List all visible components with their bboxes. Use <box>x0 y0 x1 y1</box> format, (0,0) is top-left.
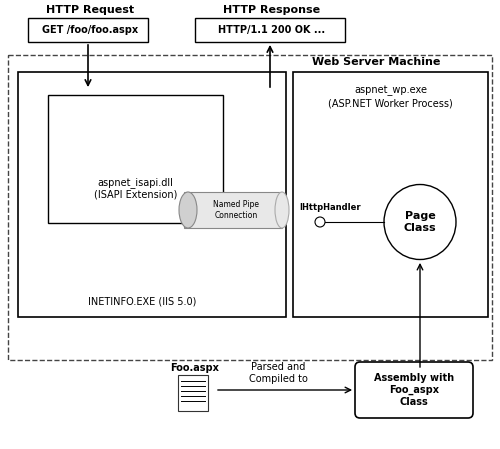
Text: IHttpHandler: IHttpHandler <box>299 203 361 212</box>
Text: Assembly with
Foo_aspx
Class: Assembly with Foo_aspx Class <box>374 373 454 407</box>
Text: HTTP Response: HTTP Response <box>224 5 320 15</box>
Ellipse shape <box>275 192 289 228</box>
Text: INETINFO.EXE (IIS 5.0): INETINFO.EXE (IIS 5.0) <box>88 297 196 307</box>
Text: Page
Class: Page Class <box>404 211 436 233</box>
Circle shape <box>315 217 325 227</box>
Text: GET /foo/foo.aspx: GET /foo/foo.aspx <box>42 25 138 35</box>
Bar <box>195 18 345 42</box>
Bar <box>8 55 492 360</box>
Bar <box>48 95 223 223</box>
Bar <box>184 192 282 228</box>
Text: Safari Books Online #1037322/1879: Safari Books Online #1037322/1879 <box>124 188 376 202</box>
Text: Named Pipe
Connection: Named Pipe Connection <box>213 200 259 220</box>
Bar <box>28 18 148 42</box>
Ellipse shape <box>384 185 456 260</box>
Bar <box>18 72 286 317</box>
Text: Parsed and
Compiled to: Parsed and Compiled to <box>248 362 308 384</box>
Bar <box>293 72 488 317</box>
Bar <box>178 375 208 411</box>
Text: Web Server Machine: Web Server Machine <box>312 57 440 67</box>
Text: Foo.aspx: Foo.aspx <box>170 363 220 373</box>
Text: HTTP/1.1 200 OK ...: HTTP/1.1 200 OK ... <box>218 25 326 35</box>
Text: HTTP Request: HTTP Request <box>46 5 134 15</box>
Ellipse shape <box>179 192 197 228</box>
Text: aspnet_isapi.dll
(ISAPI Extension): aspnet_isapi.dll (ISAPI Extension) <box>94 177 177 199</box>
Text: aspnet_wp.exe
(ASP.NET Worker Process): aspnet_wp.exe (ASP.NET Worker Process) <box>328 86 453 108</box>
FancyBboxPatch shape <box>355 362 473 418</box>
